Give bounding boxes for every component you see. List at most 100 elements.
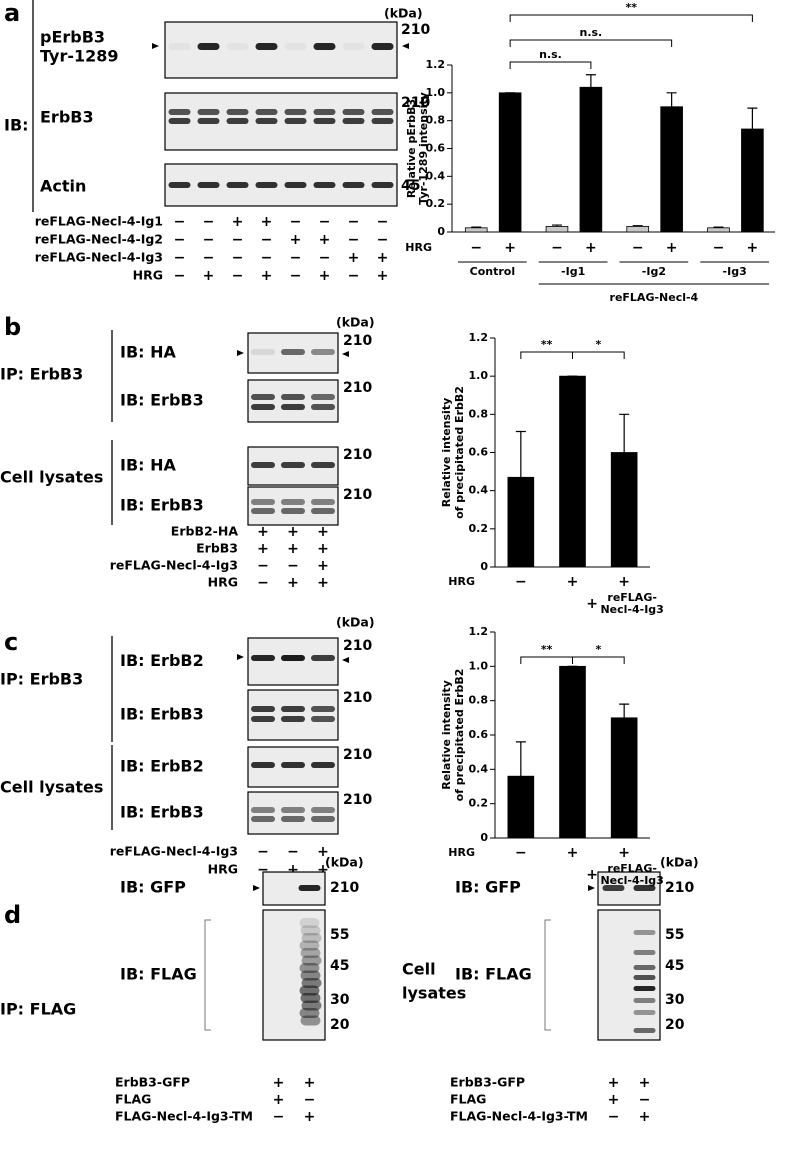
arrowhead xyxy=(237,350,244,356)
bar xyxy=(507,775,535,839)
band xyxy=(281,807,305,813)
condition-label: HRG xyxy=(133,268,163,283)
kda-marker: 210 xyxy=(343,792,372,808)
condition-sign: + xyxy=(290,232,302,248)
condition-sign: − xyxy=(290,214,302,230)
bar xyxy=(559,665,586,839)
condition-sign: + xyxy=(319,232,331,248)
band xyxy=(226,118,249,124)
bar xyxy=(741,128,764,233)
blot-label: IB: ErbB3 xyxy=(120,391,204,410)
group-label: reFLAG-Necl-4 xyxy=(610,291,699,304)
condition-sign: − xyxy=(174,214,186,230)
condition-sign: − xyxy=(287,558,299,574)
condition-sign: − xyxy=(174,268,186,284)
band xyxy=(311,462,335,468)
blot-label: IB: GFP xyxy=(455,878,521,897)
y-tick-label: 0.8 xyxy=(469,407,489,420)
significance-bracket xyxy=(520,351,573,359)
band xyxy=(311,508,335,514)
blot-frame xyxy=(247,689,339,741)
condition-sign: + xyxy=(232,214,244,230)
category-label: Control xyxy=(470,265,515,278)
band xyxy=(311,816,335,822)
band xyxy=(633,975,656,980)
x-tick-label: − xyxy=(713,240,725,256)
condition-sign: + xyxy=(287,575,299,591)
error-bar xyxy=(619,413,630,453)
error-bar xyxy=(747,107,758,130)
condition-sign: + xyxy=(257,524,269,540)
panel-letter: c xyxy=(4,628,18,656)
condition-sign: − xyxy=(257,862,269,878)
blot-frame xyxy=(247,379,339,423)
condition-label: reFLAG- xyxy=(607,591,657,604)
band xyxy=(251,349,275,355)
significance-bracket xyxy=(509,14,753,22)
kda-marker: 45 xyxy=(330,958,349,974)
x-tick-label: + xyxy=(504,240,516,256)
condition-sign: − xyxy=(348,232,360,248)
condition-sign: + xyxy=(377,268,389,284)
band xyxy=(311,655,335,661)
arrowhead xyxy=(342,351,349,357)
significance-label: * xyxy=(595,643,601,656)
bar xyxy=(507,476,535,568)
condition-sign: − xyxy=(319,214,331,230)
band xyxy=(633,965,656,970)
condition-sign: + xyxy=(257,541,269,557)
band xyxy=(255,182,278,188)
x-tick-label: − xyxy=(515,845,527,861)
kda-marker: 20 xyxy=(665,1017,685,1033)
band xyxy=(281,716,305,722)
significance-bracket xyxy=(572,656,625,664)
band xyxy=(311,762,335,768)
significance-label: ** xyxy=(626,1,638,14)
band xyxy=(633,950,656,955)
band xyxy=(342,109,365,115)
x-tick-label: + xyxy=(666,240,678,256)
band xyxy=(281,762,305,768)
y-tick-label: 0.4 xyxy=(426,169,446,182)
band xyxy=(281,508,305,514)
band xyxy=(633,930,656,935)
condition-sign: + xyxy=(287,541,299,557)
band xyxy=(313,109,336,115)
band xyxy=(168,182,191,188)
band xyxy=(251,394,275,400)
x-tick-label: − xyxy=(470,240,482,256)
condition-label: reFLAG-Necl-4-Ig3 xyxy=(110,558,238,573)
condition-sign: + xyxy=(586,867,598,883)
band xyxy=(284,182,307,188)
x-tick-label: − xyxy=(632,240,644,256)
band xyxy=(284,118,307,124)
condition-sign: − xyxy=(174,250,186,266)
x-axis-label: HRG xyxy=(405,241,432,254)
band xyxy=(311,706,335,712)
condition-sign: − xyxy=(348,268,360,284)
y-tick-label: 0.6 xyxy=(469,446,489,459)
condition-label: FLAG-Necl-4-Ig3-TM xyxy=(115,1109,253,1124)
condition-sign: + xyxy=(261,268,273,284)
condition-sign: + xyxy=(317,541,329,557)
y-tick-label: 1.2 xyxy=(469,625,489,638)
band xyxy=(251,762,275,768)
kda-marker: 210 xyxy=(343,333,372,349)
condition-sign: + xyxy=(348,250,360,266)
bar xyxy=(498,92,522,233)
error-bar xyxy=(471,226,482,228)
band xyxy=(281,655,305,661)
condition-sign: + xyxy=(608,1075,620,1091)
x-tick-label: + xyxy=(747,240,759,256)
blot-frame xyxy=(247,486,339,526)
x-tick-label: + xyxy=(585,240,597,256)
condition-sign: − xyxy=(257,558,269,574)
condition-sign: − xyxy=(348,214,360,230)
error-bar xyxy=(585,74,596,88)
y-tick-label: 1.2 xyxy=(469,331,489,344)
band xyxy=(633,1010,656,1015)
category-label: -Ig1 xyxy=(561,265,585,278)
kda-marker: 55 xyxy=(665,927,684,943)
condition-sign: − xyxy=(257,575,269,591)
condition-sign: + xyxy=(273,1092,285,1108)
